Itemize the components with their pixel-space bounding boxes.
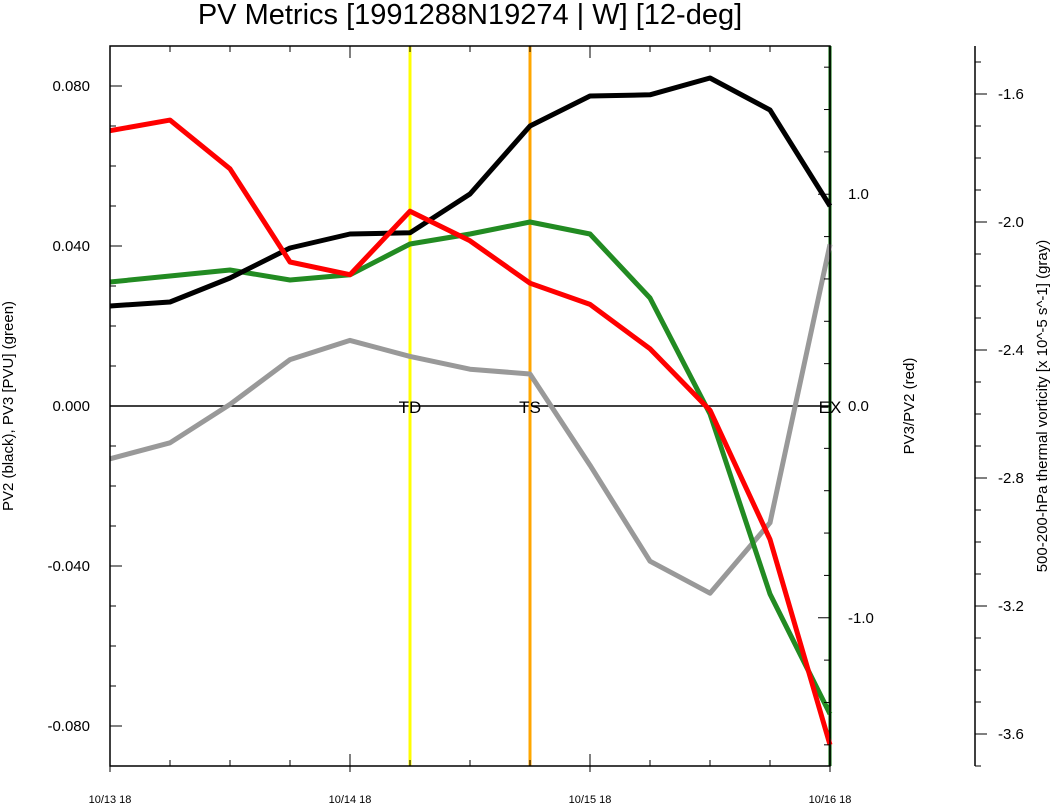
left-tick-label: -0.040: [47, 558, 90, 575]
chart-title: PV Metrics [1991288N19274 | W] [12-deg]: [198, 0, 742, 31]
left-tick-label: 0.000: [52, 398, 90, 415]
right-tick-label: -1.0: [848, 610, 874, 627]
x-tick-label: 10/16 18: [809, 794, 852, 805]
outer-tick-label: -2.8: [998, 470, 1024, 487]
x-tick-label: 10/15 18: [569, 794, 612, 805]
event-label-td: TD: [399, 398, 422, 417]
series-line-pv2: [109, 75, 833, 309]
right-axis-label: PV3/PV2 (red): [901, 358, 918, 455]
right-tick-label: 1.0: [848, 186, 869, 203]
right-tick-label: 0.0: [848, 398, 869, 415]
x-tick-label: 10/13 18: [89, 794, 132, 805]
left-tick-label: -0.080: [47, 718, 90, 735]
event-label-ts: TS: [519, 398, 541, 417]
outer-axis-label: 500-200-hPa thermal vorticity [x 10^-5 s…: [1034, 240, 1051, 573]
outer-tick-label: -2.4: [998, 342, 1024, 359]
outer-tick-label: -2.0: [998, 214, 1024, 231]
left-tick-label: 0.080: [52, 78, 90, 95]
x-tick-label: 10/14 18: [329, 794, 372, 805]
outer-tick-label: -3.6: [998, 726, 1024, 743]
series-line-thermal-vorticity: [109, 243, 833, 596]
left-tick-label: 0.040: [52, 238, 90, 255]
axes: 10/13 18 10/14 18 10/15 18 10/16 18 -0.080 -0…: [47, 45, 1024, 805]
series-line-pv3-pv2: [109, 117, 833, 746]
outer-tick-label: -3.2: [998, 598, 1024, 615]
series-line-pv3: [109, 219, 833, 716]
outer-tick-label: -1.6: [998, 86, 1024, 103]
data-series: [109, 75, 833, 746]
left-axis-label: PV2 (black), PV3 [PVU] (green): [0, 301, 17, 511]
